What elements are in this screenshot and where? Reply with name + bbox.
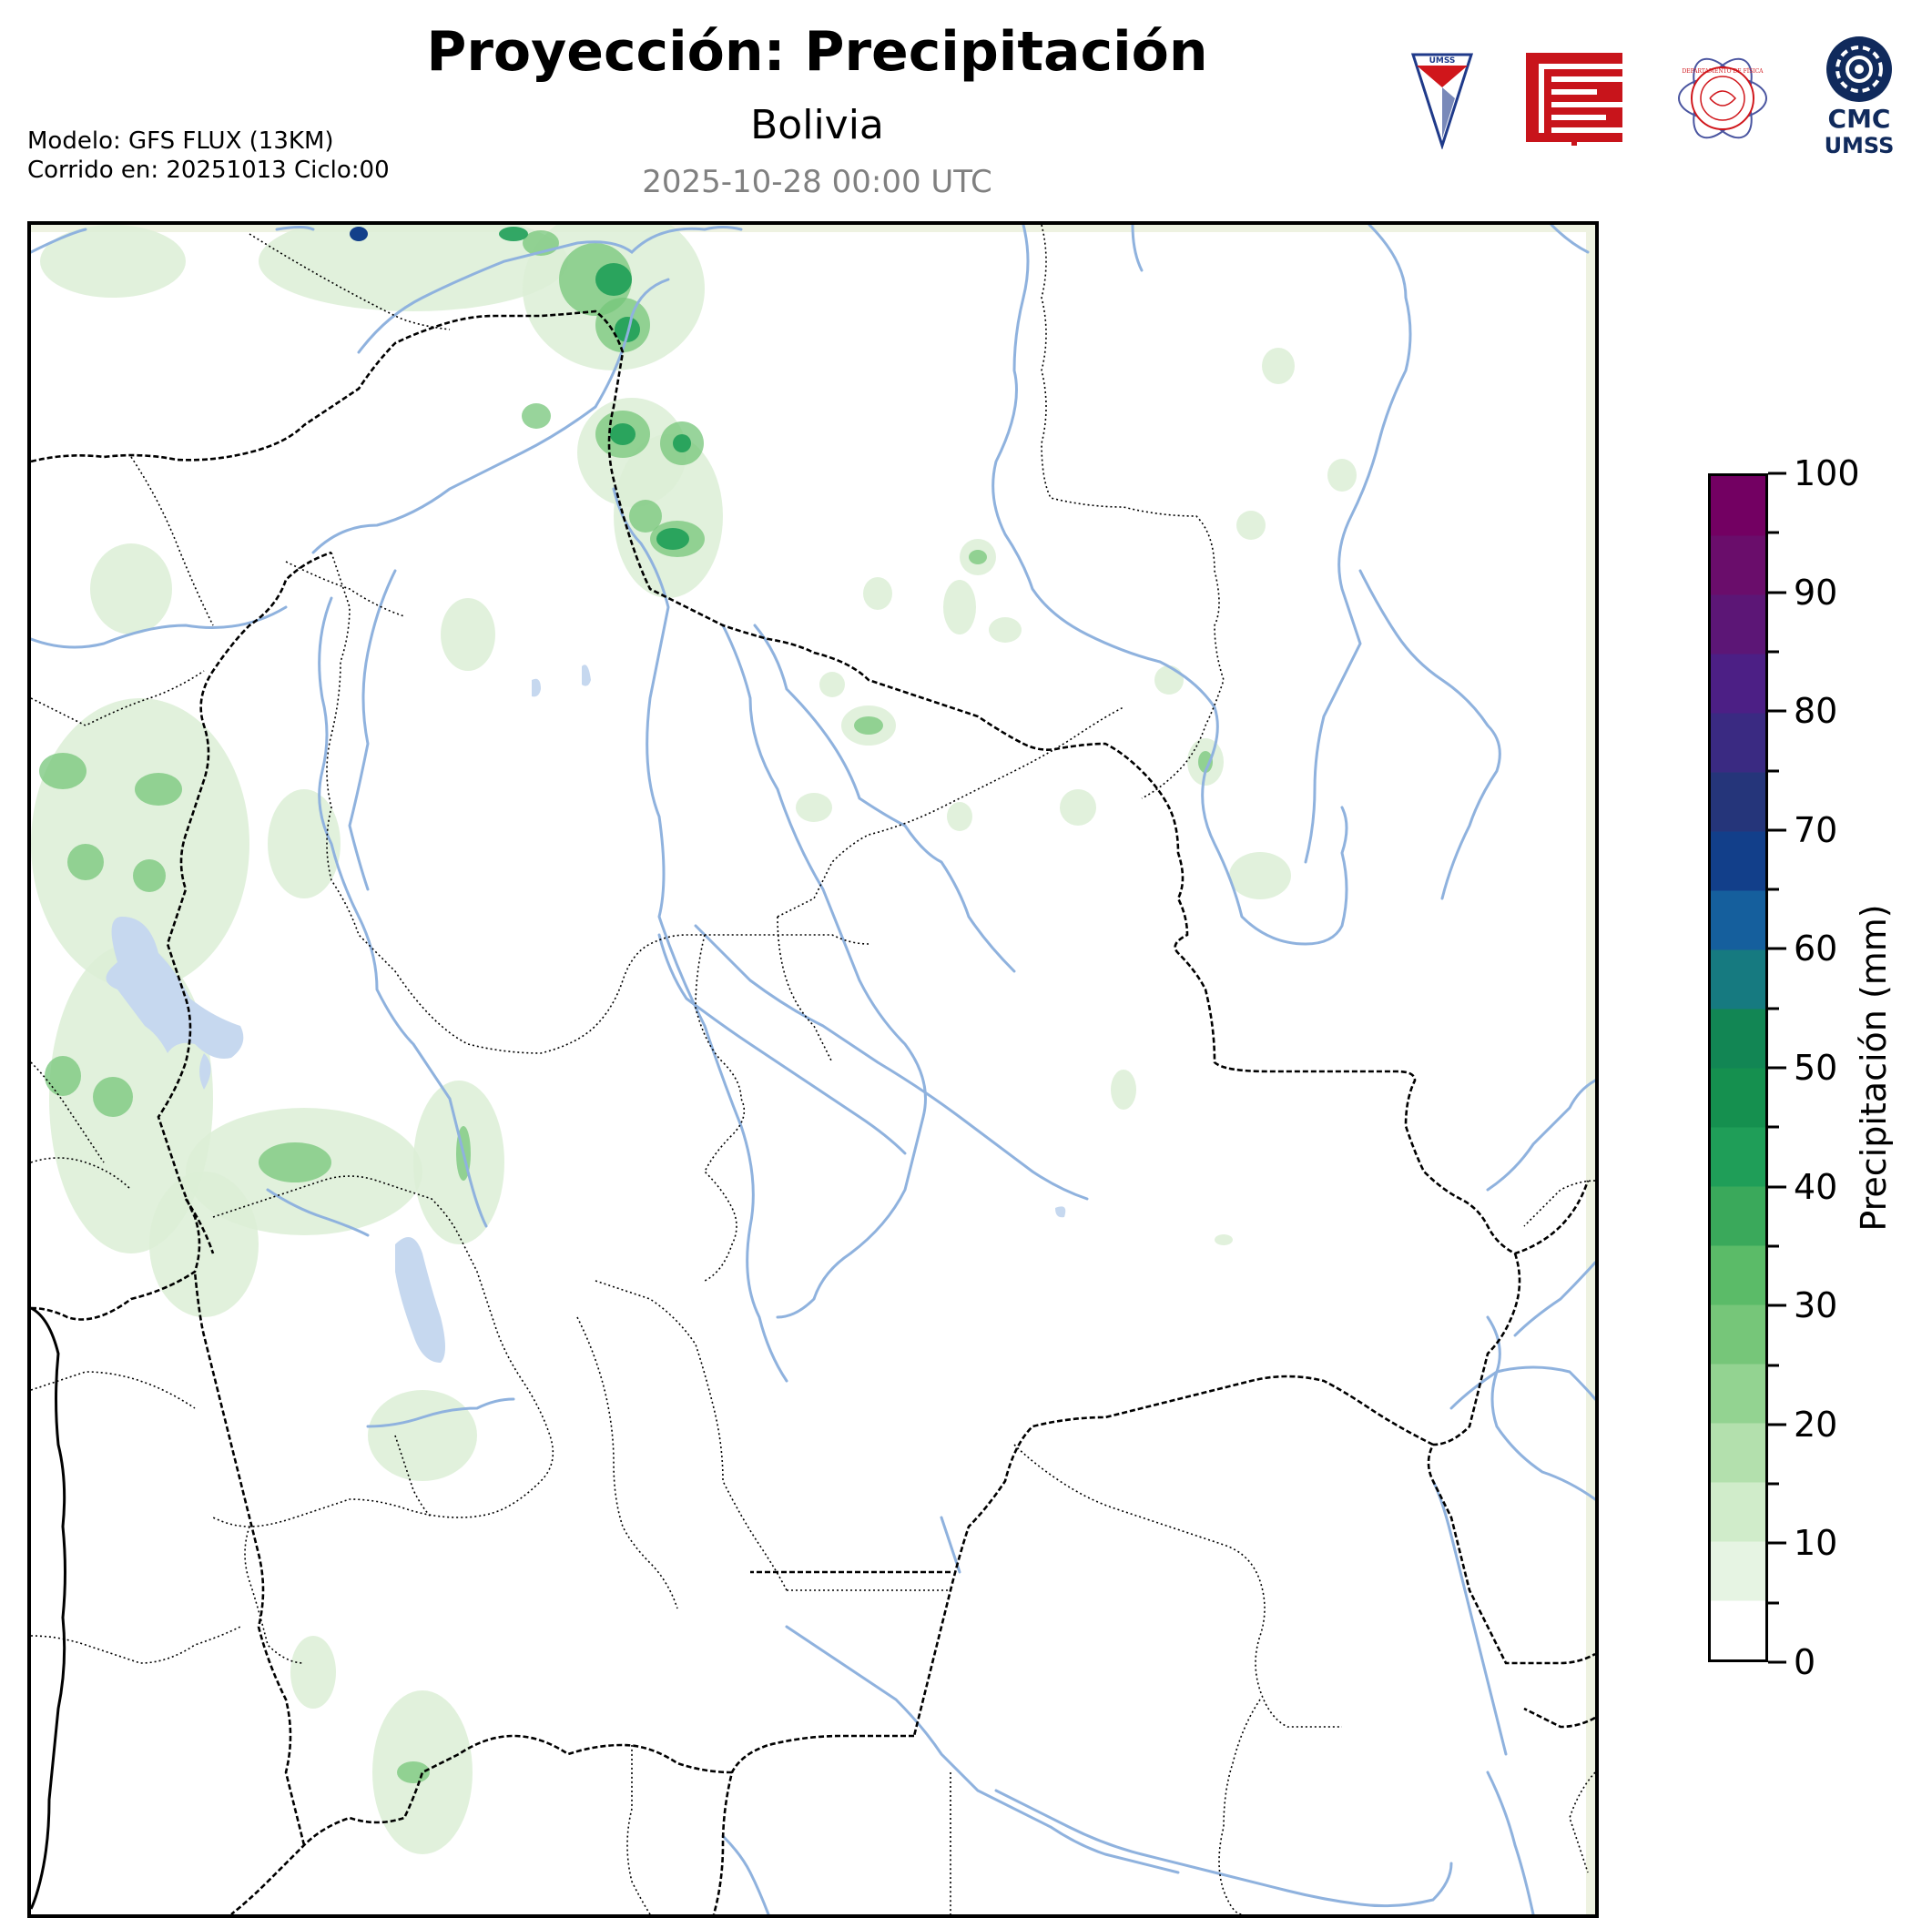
colorbar-tick bbox=[1768, 888, 1779, 891]
umss-logo-text: UMSS bbox=[1429, 56, 1456, 66]
rivers-layer bbox=[31, 225, 1595, 1914]
colorbar-band bbox=[1711, 949, 1765, 1010]
colorbar-tick-label: 40 bbox=[1794, 1166, 1838, 1207]
colorbar-tick-label: 70 bbox=[1794, 809, 1838, 850]
colorbar-band bbox=[1711, 1423, 1765, 1483]
colorbar bbox=[1708, 473, 1768, 1662]
colorbar-tick-label: 30 bbox=[1794, 1285, 1838, 1326]
colorbar-band bbox=[1711, 1009, 1765, 1069]
lakes-layer bbox=[106, 665, 1066, 1363]
colorbar-tick-label: 80 bbox=[1794, 691, 1838, 732]
colorbar-tick bbox=[1768, 1660, 1786, 1664]
departamento-fisica-seal-logo: DEPARTAMENTO DE FÍSICA bbox=[1673, 47, 1772, 149]
colorbar-ticks: 0 10 20 30 40 50 60 70 80 90 100 bbox=[1768, 453, 1877, 1682]
colorbar-tick bbox=[1768, 709, 1786, 713]
colorbar-band bbox=[1711, 831, 1765, 891]
map-right-edge bbox=[1586, 225, 1595, 1914]
run-label: Corrido en: 20251013 Ciclo:00 bbox=[27, 157, 390, 184]
umss-shield-logo: UMSS bbox=[1409, 51, 1475, 150]
colorbar-band bbox=[1711, 594, 1765, 655]
colorbar-band bbox=[1711, 1127, 1765, 1187]
colorbar-tick-label: 0 bbox=[1794, 1642, 1816, 1682]
colorbar-tick-label: 20 bbox=[1794, 1404, 1838, 1445]
colorbar-band bbox=[1711, 476, 1765, 536]
colorbar-band bbox=[1711, 1541, 1765, 1601]
colorbar-band bbox=[1711, 654, 1765, 714]
precipitation-layer bbox=[31, 225, 1357, 1854]
colorbar-tick bbox=[1768, 591, 1786, 594]
colorbar-tick bbox=[1768, 1125, 1779, 1129]
page-title: Proyección: Precipitación bbox=[426, 20, 1208, 84]
colorbar-tick-label: 90 bbox=[1794, 572, 1838, 613]
colorbar-band bbox=[1711, 1600, 1765, 1659]
colorbar-band bbox=[1711, 1304, 1765, 1365]
colorbar-tick-label: 100 bbox=[1794, 453, 1860, 493]
colorbar-tick bbox=[1768, 531, 1779, 534]
colorbar-tick bbox=[1768, 769, 1779, 772]
colorbar-tick bbox=[1768, 1482, 1779, 1486]
model-label: Modelo: GFS FLUX (13KM) bbox=[27, 127, 334, 155]
colorbar-label: Precipitación (mm) bbox=[1854, 904, 1894, 1232]
umss-logo-subtext: UMSS bbox=[1825, 133, 1895, 157]
colorbar-tick bbox=[1768, 1601, 1779, 1605]
borders-layer bbox=[31, 225, 1595, 1914]
colorbar-tick bbox=[1768, 1304, 1786, 1307]
valid-time: 2025-10-28 00:00 UTC bbox=[642, 164, 992, 200]
colorbar-tick bbox=[1768, 650, 1779, 654]
colorbar-tick-label: 10 bbox=[1794, 1523, 1838, 1564]
colorbar-band bbox=[1711, 713, 1765, 773]
colorbar-band bbox=[1711, 772, 1765, 832]
colorbar-tick-label: 50 bbox=[1794, 1048, 1838, 1088]
cmc-logo-text: CMC bbox=[1828, 104, 1891, 134]
colorbar-tick bbox=[1768, 1364, 1779, 1366]
colorbar-gradient bbox=[1711, 476, 1765, 1659]
colorbar-tick bbox=[1768, 472, 1786, 475]
colorbar-band bbox=[1711, 1186, 1765, 1246]
map-top-edge bbox=[31, 225, 1595, 232]
colorbar-band bbox=[1711, 890, 1765, 950]
colorbar-tick bbox=[1768, 1007, 1779, 1010]
cmc-umss-logo: CMC UMSS bbox=[1815, 35, 1903, 158]
colorbar-tick bbox=[1768, 1185, 1786, 1189]
colorbar-band bbox=[1711, 1068, 1765, 1128]
colorbar-band bbox=[1711, 1245, 1765, 1305]
colorbar-band bbox=[1711, 1482, 1765, 1542]
page-subtitle: Bolivia bbox=[750, 102, 884, 148]
red-emblem-logo bbox=[1526, 51, 1622, 146]
colorbar-band bbox=[1711, 1364, 1765, 1424]
colorbar-tick-label: 60 bbox=[1794, 928, 1838, 969]
colorbar-tick bbox=[1768, 1541, 1786, 1545]
precipitation-map bbox=[27, 221, 1599, 1918]
seal-logo-text: DEPARTAMENTO DE FÍSICA bbox=[1682, 68, 1764, 75]
colorbar-tick bbox=[1768, 828, 1786, 832]
colorbar-tick bbox=[1768, 947, 1786, 950]
colorbar-tick bbox=[1768, 1244, 1779, 1248]
colorbar-tick bbox=[1768, 1066, 1786, 1070]
colorbar-band bbox=[1711, 535, 1765, 595]
colorbar-tick bbox=[1768, 1423, 1786, 1426]
